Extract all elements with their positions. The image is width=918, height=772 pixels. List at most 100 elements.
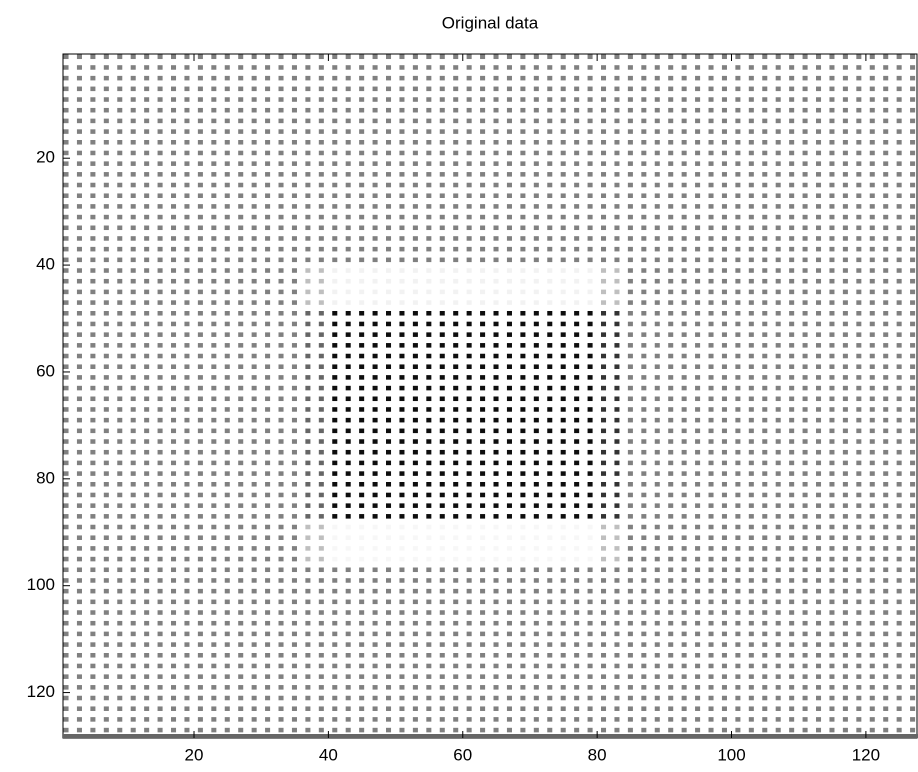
pixel-dot (829, 364, 835, 369)
pixel-dot (816, 300, 822, 305)
pixel-dot (654, 695, 660, 701)
pixel-dot (883, 407, 889, 412)
pixel-dot (816, 268, 822, 273)
pixel-dot (197, 439, 203, 444)
pixel-dot (439, 717, 445, 722)
pixel-dot (708, 546, 714, 551)
pixel-dot (869, 460, 875, 466)
pixel-dot (493, 225, 499, 231)
pixel-dot (775, 385, 781, 391)
pixel-dot (386, 246, 392, 252)
pixel-dot (426, 385, 432, 391)
pixel-dot (506, 332, 512, 337)
pixel-dot (412, 727, 418, 733)
pixel-dot (412, 631, 418, 637)
pixel-dot (157, 150, 163, 156)
pixel-dot (506, 695, 512, 701)
pixel-dot (601, 642, 607, 647)
pixel-dot (157, 428, 163, 434)
pixel-dot (695, 150, 701, 156)
pixel-dot (372, 140, 378, 145)
pixel-dot (735, 65, 741, 70)
pixel-dot (910, 107, 916, 113)
pixel-dot (399, 225, 405, 231)
pixel-dot (251, 503, 257, 508)
pixel-dot (466, 524, 472, 530)
pixel-dot (197, 514, 203, 519)
pixel-dot (144, 118, 150, 124)
pixel-dot (829, 396, 835, 402)
pixel-dot (332, 524, 338, 530)
pixel-dot (412, 439, 418, 444)
pixel-dot (265, 204, 271, 209)
pixel-dot (211, 706, 217, 711)
pixel-dot (453, 492, 459, 498)
pixel-dot (708, 482, 714, 487)
pixel-dot (816, 492, 822, 498)
pixel-dot (574, 225, 580, 231)
pixel-dot (318, 375, 324, 380)
pixel-dot (533, 182, 539, 188)
pixel-dot (802, 428, 808, 434)
pixel-dot (520, 706, 526, 711)
pixel-dot (103, 246, 109, 252)
pixel-dot (426, 599, 432, 605)
pixel-dot (560, 620, 566, 626)
pixel-dot (197, 578, 203, 583)
pixel-dot (103, 75, 109, 81)
pixel-dot (439, 172, 445, 177)
pixel-dot (883, 278, 889, 284)
pixel-dot (735, 578, 741, 583)
pixel-dot (574, 129, 580, 134)
pixel-dot (775, 546, 781, 551)
pixel-dot (130, 236, 136, 241)
pixel-dot (493, 610, 499, 615)
pixel-dot (318, 332, 324, 337)
pixel-dot (547, 610, 553, 615)
pixel-dot (63, 236, 69, 241)
pixel-dot (493, 407, 499, 412)
pixel-dot (842, 588, 848, 594)
pixel-dot (453, 107, 459, 113)
pixel-dot (910, 503, 916, 508)
pixel-dot (184, 311, 190, 316)
pixel-dot (103, 300, 109, 305)
pixel-dot (601, 150, 607, 156)
pixel-dot (681, 161, 687, 166)
pixel-dot (386, 449, 392, 455)
pixel-dot (789, 492, 795, 498)
pixel-dot (627, 375, 633, 380)
pixel-dot (587, 599, 593, 605)
pixel-dot (480, 75, 486, 81)
pixel-dot (883, 300, 889, 305)
pixel-dot (305, 204, 311, 209)
pixel-dot (224, 332, 230, 337)
pixel-dot (721, 396, 727, 402)
pixel-dot (238, 610, 244, 615)
pixel-dot (520, 385, 526, 391)
pixel-dot (103, 182, 109, 188)
pixel-dot (829, 225, 835, 231)
pixel-dot (117, 449, 123, 455)
pixel-dot (480, 343, 486, 348)
pixel-dot (211, 610, 217, 615)
pixel-dot (910, 140, 916, 145)
pixel-dot (614, 620, 620, 626)
pixel-dot (332, 321, 338, 327)
pixel-dot (547, 492, 553, 498)
pixel-dot (184, 674, 190, 679)
pixel-dot (291, 503, 297, 508)
pixel-dot (251, 257, 257, 263)
pixel-dot (144, 65, 150, 70)
pixel-dot (547, 161, 553, 166)
pixel-dot (76, 599, 82, 605)
pixel-dot (171, 492, 177, 498)
pixel-dot (775, 214, 781, 220)
pixel-dot (695, 642, 701, 647)
pixel-dot (547, 471, 553, 476)
pixel-dot (802, 246, 808, 252)
pixel-dot (117, 567, 123, 573)
pixel-dot (144, 460, 150, 466)
pixel-dot (359, 631, 365, 637)
pixel-dot (587, 407, 593, 412)
